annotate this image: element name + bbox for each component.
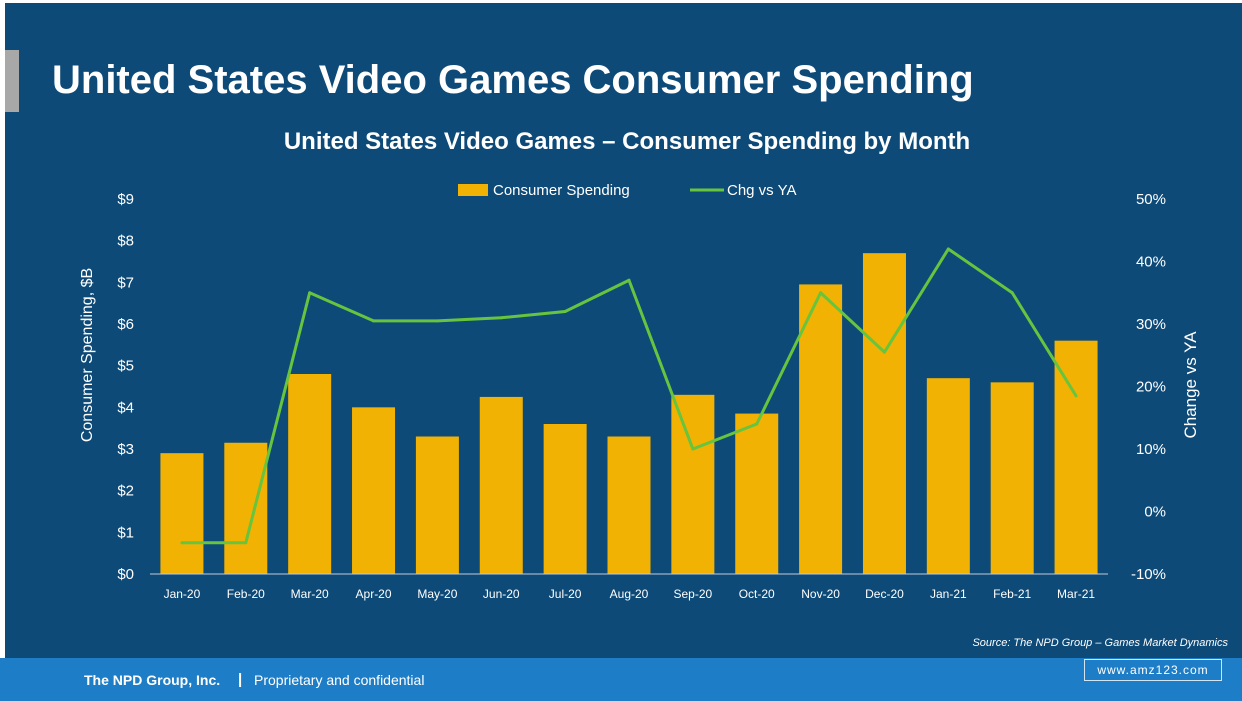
- x-tick-nov-20: Nov-20: [801, 587, 840, 601]
- y-left-tick-3: $3: [117, 441, 134, 458]
- legend-label-chg-vs-ya: Chg vs YA: [727, 182, 796, 199]
- point-chg-jul-20: [563, 310, 567, 313]
- y-left-tick-7: $7: [117, 274, 134, 291]
- bar-nov-20: [799, 284, 843, 574]
- bar-mar-20: [288, 374, 332, 574]
- watermark: www.amz123.com: [1084, 659, 1222, 681]
- bar-series: [160, 253, 1098, 574]
- footer-company: The NPD Group, Inc.: [84, 672, 221, 688]
- chart-title: United States Video Games – Consumer Spe…: [284, 128, 970, 155]
- point-chg-sep-20: [691, 447, 695, 451]
- legend-label-consumer-spending: Consumer Spending: [493, 182, 630, 199]
- x-tick-jun-20: Jun-20: [483, 587, 520, 601]
- point-chg-oct-20: [755, 422, 759, 426]
- footer-separator: |: [238, 671, 243, 688]
- bar-oct-20: [735, 413, 779, 574]
- point-chg-feb-21: [1010, 291, 1014, 295]
- point-chg-apr-20: [372, 319, 376, 323]
- bar-sep-20: [671, 394, 715, 574]
- x-tick-jan-21: Jan-21: [930, 587, 967, 601]
- bar-feb-21: [990, 382, 1034, 574]
- x-tick-mar-21: Mar-21: [1057, 587, 1095, 601]
- y-right-tick-0: -10%: [1131, 566, 1166, 583]
- x-tick-jan-20: Jan-20: [164, 587, 201, 601]
- y-left-tick-0: $0: [117, 566, 134, 583]
- x-tick-apr-20: Apr-20: [356, 587, 392, 601]
- left-axis-label: Consumer Spending, $B: [79, 268, 96, 442]
- bar-jan-20: [160, 453, 204, 574]
- bar-mar-21: [1054, 340, 1098, 574]
- point-chg-mar-21: [1074, 394, 1078, 398]
- y-right-tick-3: 20%: [1136, 379, 1166, 396]
- x-tick-dec-20: Dec-20: [865, 587, 904, 601]
- source-note: Source: The NPD Group – Games Market Dyn…: [972, 637, 1228, 649]
- point-chg-mar-20: [308, 291, 312, 295]
- legend-swatch-consumer-spending: [458, 184, 488, 196]
- y-left-tick-2: $2: [117, 483, 134, 500]
- right-axis-label: Change vs YA: [1181, 331, 1200, 439]
- y-left-tick-8: $8: [117, 233, 134, 250]
- point-chg-jan-20: [180, 541, 184, 545]
- y-left-tick-4: $4: [117, 399, 134, 416]
- x-tick-feb-20: Feb-20: [227, 587, 265, 601]
- x-axis-ticks: Jan-20 Feb-20 Mar-20 Apr-20 May-20 Jun-20 Jul-…: [164, 587, 1096, 601]
- y-right-tick-1: 0%: [1144, 504, 1166, 521]
- bar-aug-20: [607, 436, 651, 574]
- chart-legend: Consumer Spending Chg vs YA: [458, 182, 796, 199]
- x-tick-jul-20: Jul-20: [549, 587, 582, 601]
- point-chg-dec-20: [882, 350, 886, 354]
- line-points: [180, 247, 1078, 545]
- point-chg-nov-20: [819, 291, 823, 295]
- y-right-tick-4: 30%: [1136, 316, 1166, 333]
- point-chg-feb-20: [244, 541, 248, 545]
- x-tick-feb-21: Feb-21: [993, 587, 1031, 601]
- bar-apr-20: [352, 407, 396, 574]
- y-right-tick-5: 40%: [1136, 254, 1166, 271]
- bar-jan-21: [926, 378, 970, 574]
- y-left-tick-6: $6: [117, 316, 134, 333]
- slide-title: United States Video Games Consumer Spend…: [52, 58, 974, 102]
- y-left-tick-9: $9: [117, 191, 134, 208]
- point-chg-may-20: [435, 319, 439, 323]
- left-axis-ticks: $0 $1 $2 $3 $4 $5 $6 $7 $8 $9: [117, 191, 134, 583]
- footer-bar: The NPD Group, Inc. | Proprietary and co…: [0, 658, 1242, 701]
- y-right-tick-2: 10%: [1136, 441, 1166, 458]
- title-accent-bar: [5, 50, 19, 112]
- x-tick-may-20: May-20: [417, 587, 457, 601]
- bar-dec-20: [862, 253, 906, 574]
- x-tick-oct-20: Oct-20: [739, 587, 775, 601]
- bar-feb-20: [224, 442, 268, 574]
- bar-jun-20: [479, 396, 523, 574]
- x-tick-mar-20: Mar-20: [291, 587, 329, 601]
- right-axis-ticks: -10% 0% 10% 20% 30% 40% 50%: [1131, 191, 1166, 583]
- point-chg-jan-21: [946, 247, 950, 251]
- y-right-tick-6: 50%: [1136, 191, 1166, 208]
- bar-may-20: [415, 436, 459, 574]
- bar-jul-20: [543, 424, 587, 574]
- point-chg-jun-20: [499, 316, 503, 320]
- y-left-tick-1: $1: [117, 524, 134, 541]
- point-chg-aug-20: [627, 278, 631, 282]
- x-tick-aug-20: Aug-20: [610, 587, 649, 601]
- x-tick-sep-20: Sep-20: [674, 587, 713, 601]
- footer-note: Proprietary and confidential: [254, 672, 425, 688]
- y-left-tick-5: $5: [117, 358, 134, 375]
